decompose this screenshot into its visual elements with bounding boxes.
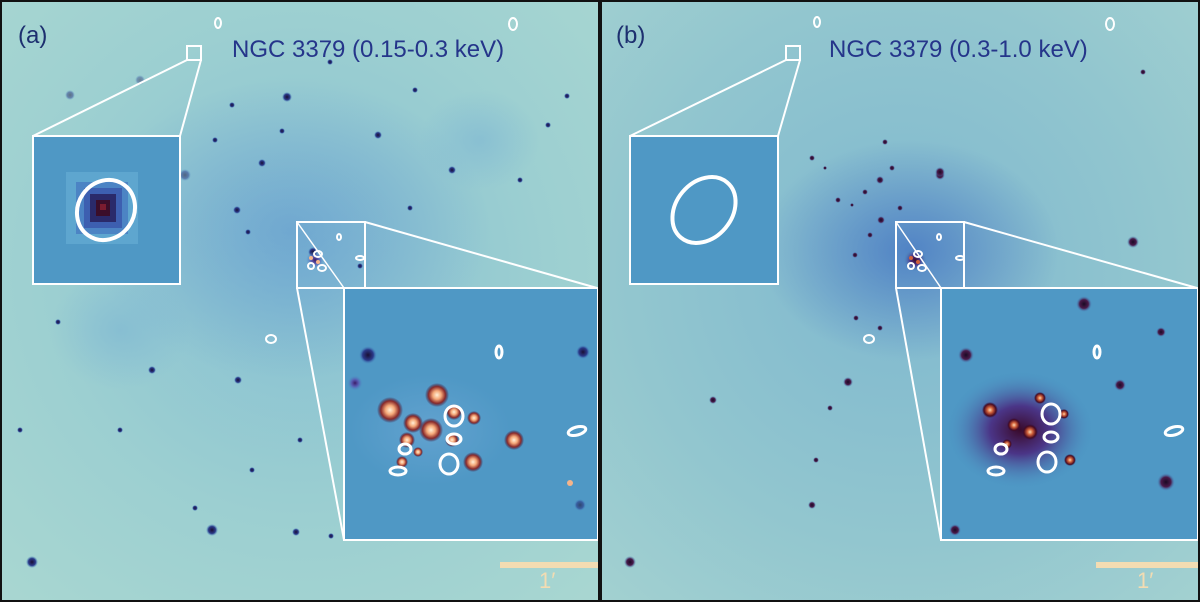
panel-label: (a)	[18, 22, 48, 49]
zoom-box-center	[296, 221, 366, 289]
scale-label: 1′	[539, 568, 556, 593]
zoom-box-top	[785, 45, 801, 61]
point-sources	[17, 59, 570, 568]
scale-bar	[1096, 562, 1198, 568]
zoom-box-center	[895, 221, 965, 289]
inset-left	[32, 135, 181, 285]
scale-bar	[500, 562, 598, 568]
panel-a: (a) NGC 3379 (0.15-0.3 keV) 1′	[0, 0, 600, 602]
scale-label: 1′	[1137, 568, 1154, 593]
panel-b-image	[600, 0, 1200, 602]
panel-title: NGC 3379 (0.3-1.0 keV)	[829, 36, 1088, 63]
inset-right	[940, 287, 1199, 541]
panel-a-image	[0, 0, 600, 602]
panel-title: NGC 3379 (0.15-0.3 keV)	[232, 36, 505, 63]
region-ellipses	[813, 16, 1115, 344]
inset-left	[629, 135, 779, 285]
center-cluster	[306, 251, 324, 269]
inset-right	[343, 287, 599, 541]
panel-b: (b) NGC 3379 (0.3-1.0 keV) 1′	[600, 0, 1200, 602]
panel-label: (b)	[616, 22, 646, 49]
point-sources	[624, 69, 1146, 568]
zoom-box-top	[186, 45, 202, 61]
